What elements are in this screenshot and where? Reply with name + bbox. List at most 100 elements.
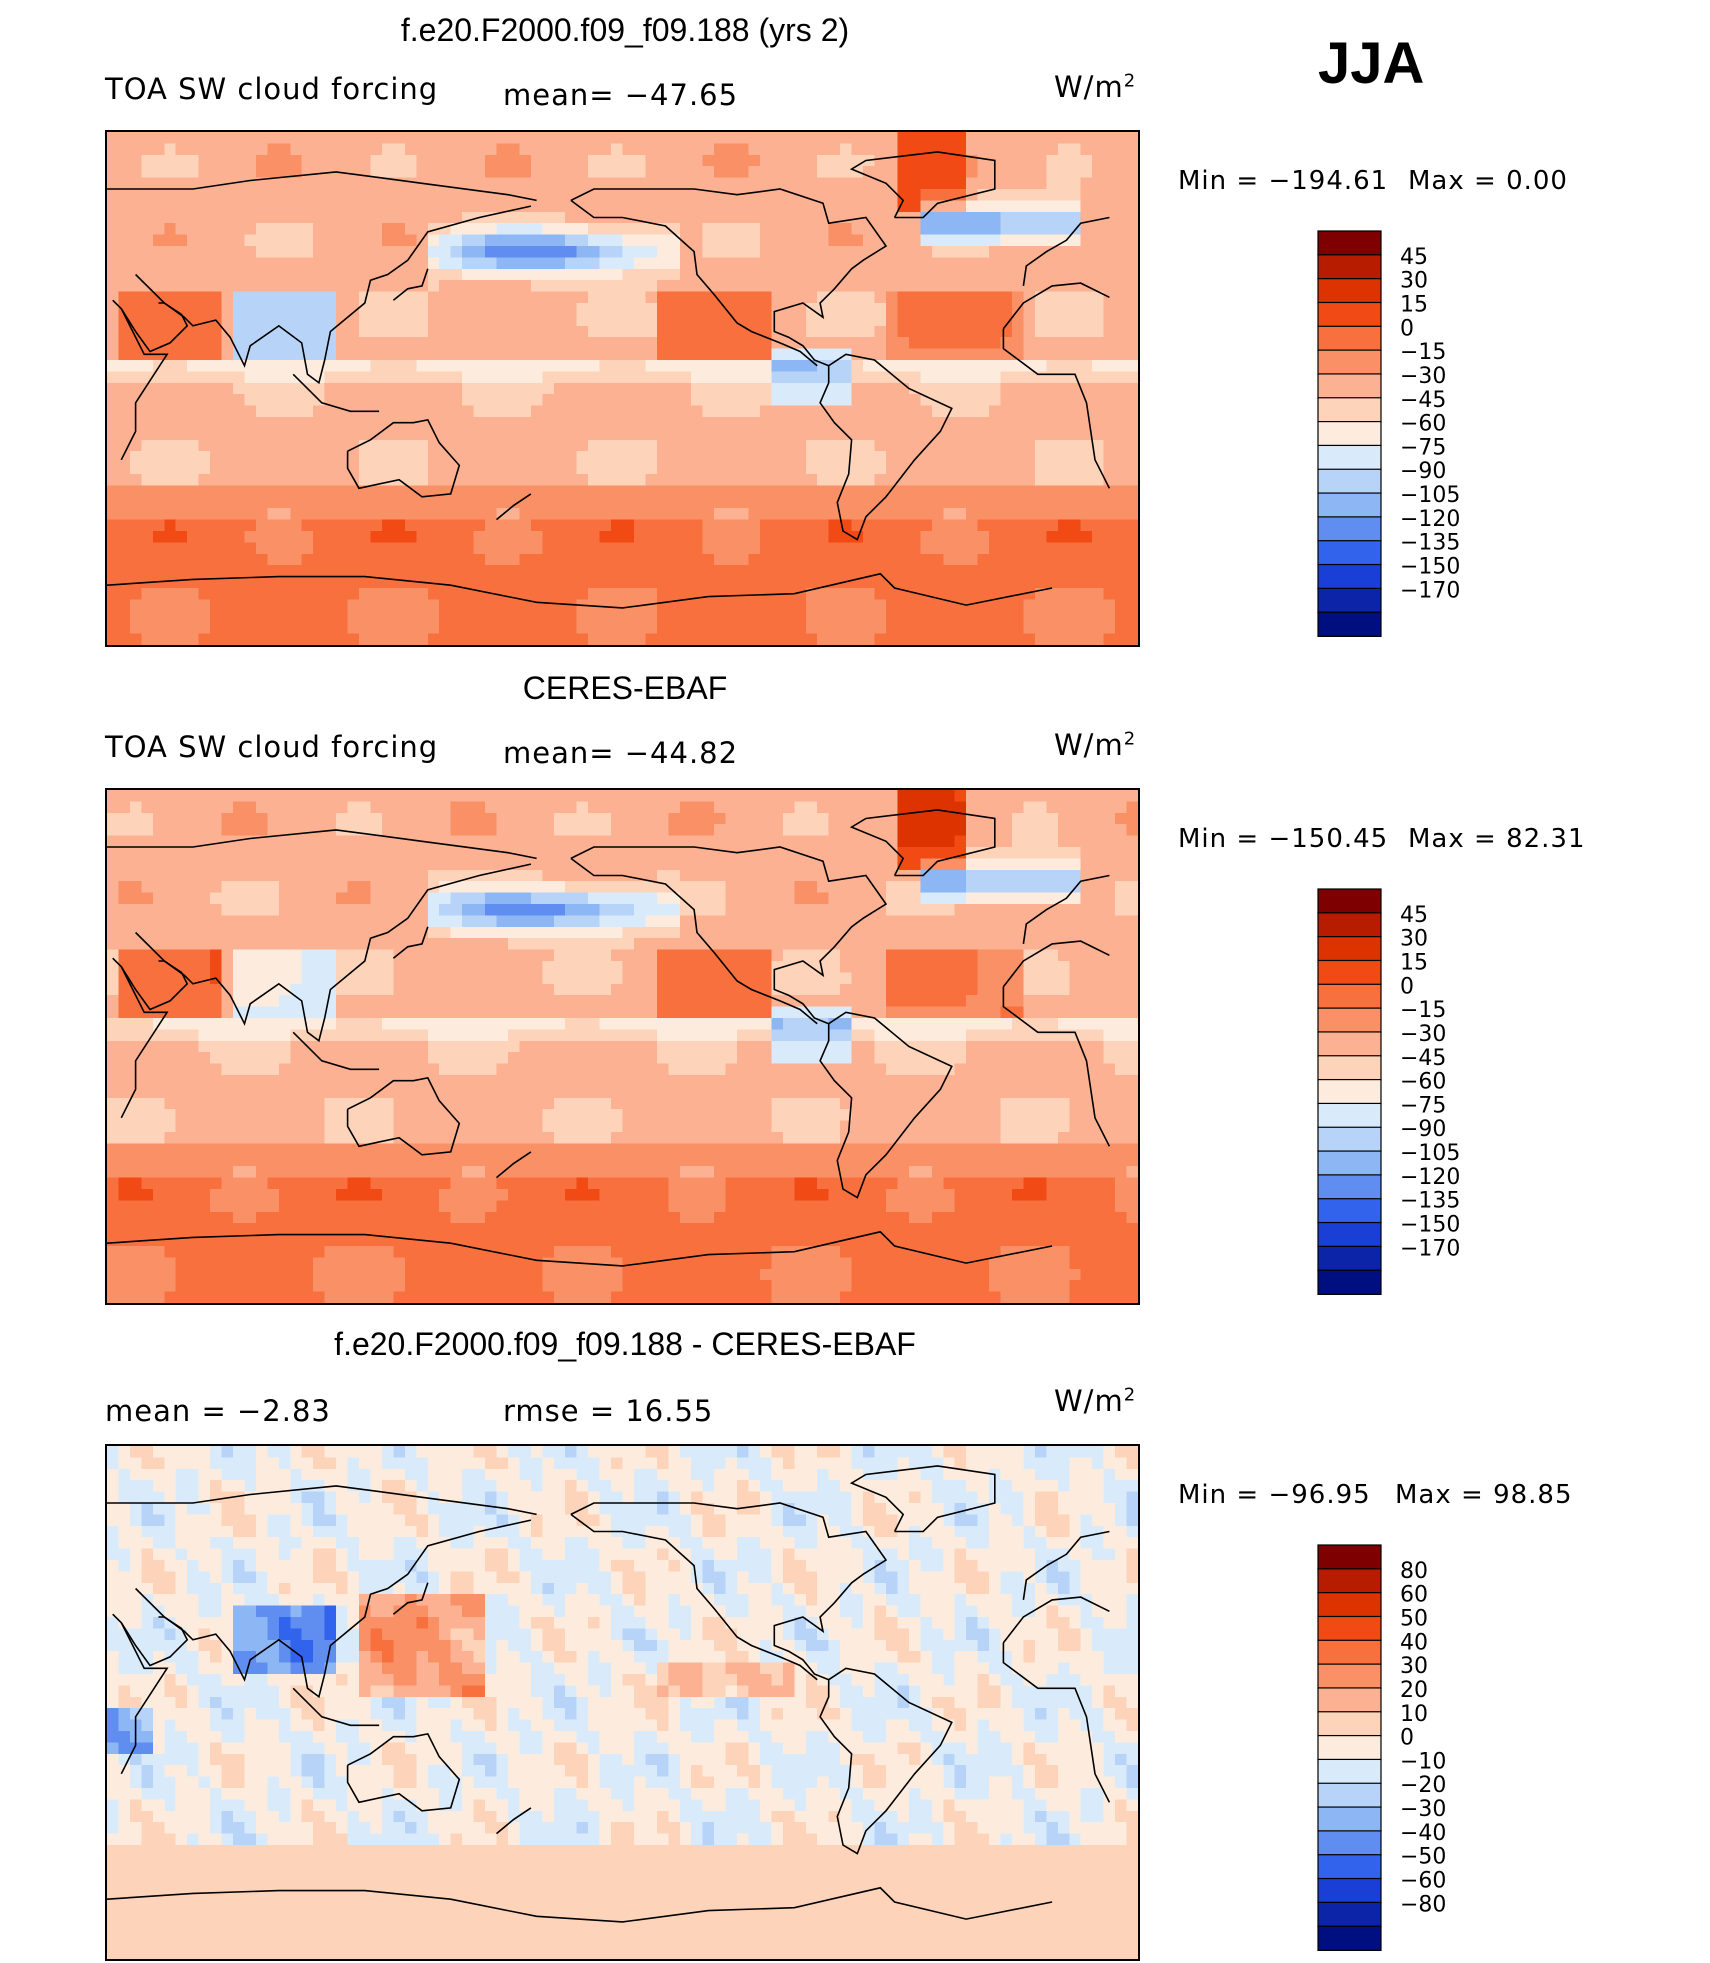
colorbar-swatch (1317, 468, 1382, 495)
coastlines (107, 1465, 1111, 1923)
colorbar-label: −150 (1400, 1213, 1460, 1238)
colorbar-label: −75 (1400, 435, 1446, 460)
colorbar-label: 15 (1400, 292, 1428, 317)
colorbar-swatch (1317, 349, 1382, 375)
colorbar-label: 10 (1400, 1702, 1428, 1727)
colorbar-swatch (1317, 1031, 1382, 1057)
colorbar-label: −170 (1400, 1236, 1460, 1261)
panel-3-title: f.e20.F2000.f09_f09.188 - CERES-EBAF (334, 1326, 916, 1362)
colorbar-swatch (1317, 888, 1382, 914)
colorbar-label: 0 (1400, 1726, 1414, 1751)
colorbar-swatch (1317, 1269, 1382, 1295)
colorbar-swatch (1317, 444, 1382, 471)
colorbar-label: −40 (1400, 1821, 1446, 1846)
panel-2-title: CERES-EBAF (522, 670, 728, 706)
colorbar-label: −135 (1400, 531, 1460, 556)
colorbar-swatch (1317, 1711, 1382, 1737)
colorbar-swatch (1317, 1102, 1382, 1129)
colorbar-swatch (1317, 1687, 1382, 1713)
colorbar-swatch (1317, 1925, 1382, 1951)
colorbar-label: −120 (1400, 1165, 1460, 1190)
panel-1-max-label: Max = 0.00 (1408, 166, 1568, 196)
colorbar-swatch (1317, 278, 1382, 304)
colorbar-swatch (1317, 373, 1382, 399)
colorbar-label: 40 (1400, 1630, 1428, 1655)
colorbar-label: −15 (1400, 340, 1446, 365)
colorbar-label: −30 (1400, 1022, 1446, 1047)
colorbar-swatch (1317, 1007, 1382, 1033)
coastlines (107, 809, 1111, 1267)
colorbar-swatch (1317, 301, 1382, 328)
colorbar-label: −30 (1400, 364, 1446, 389)
colorbar-swatch (1317, 1782, 1382, 1809)
colorbar-swatch (1317, 1198, 1382, 1224)
colorbar-label: 30 (1400, 269, 1428, 294)
colorbar-label: 50 (1400, 1606, 1428, 1631)
panel-3-map (105, 1444, 1140, 1961)
colorbar-swatch (1317, 936, 1382, 962)
colorbar-label: −45 (1400, 388, 1446, 413)
panel-3-min-label: Min = −96.95 (1178, 1480, 1371, 1510)
colorbar-label: 20 (1400, 1678, 1428, 1703)
colorbar-swatch (1317, 1830, 1382, 1856)
colorbar-swatch (1317, 516, 1382, 542)
colorbar-swatch (1317, 611, 1382, 637)
colorbar-swatch (1317, 230, 1382, 256)
contour-field (107, 790, 1138, 1303)
colorbar-label: −135 (1400, 1189, 1460, 1214)
colorbar-label: −45 (1400, 1046, 1446, 1071)
colorbar-label: −105 (1400, 1141, 1460, 1166)
colorbar-label: 0 (1400, 316, 1414, 341)
colorbar-swatch (1317, 420, 1382, 447)
contour-field (107, 1446, 1138, 1959)
colorbar-label: −30 (1400, 1797, 1446, 1822)
panel-3-units: W/m2 (1054, 1384, 1137, 1418)
colorbar-swatch (1317, 959, 1382, 986)
panel-1-variable-label: TOA SW cloud forcing (105, 72, 439, 106)
panel-2-mean-label: mean= −44.82 (503, 736, 739, 770)
panel-1-title: f.e20.F2000.f09_f09.188 (yrs 2) (400, 12, 850, 48)
panel-1-units: W/m2 (1054, 70, 1137, 104)
colorbar-swatch (1317, 1901, 1382, 1928)
colorbar-swatch (1317, 1544, 1382, 1570)
panel-2-colorbar: 45 30 15 0 −15 −30 −45 −60 −75 −90 −105 −120 −135 −15… (1317, 888, 1478, 1299)
colorbar-swatch (1317, 1663, 1382, 1689)
colorbar-label: 45 (1400, 245, 1428, 270)
panel-1-min-label: Min = −194.61 (1178, 166, 1389, 196)
colorbar-swatch (1317, 325, 1382, 352)
panel-1-map (105, 130, 1140, 647)
colorbar-swatch (1317, 1615, 1382, 1642)
colorbar-swatch (1317, 254, 1382, 280)
colorbar-swatch (1317, 1734, 1382, 1761)
panel-2-variable-label: TOA SW cloud forcing (105, 730, 439, 764)
panel-3-max-label: Max = 98.85 (1395, 1480, 1573, 1510)
colorbar-swatch (1317, 1854, 1382, 1880)
panel-3-rmse-label: rmse = 16.55 (503, 1394, 714, 1428)
colorbar-label: −90 (1400, 459, 1446, 484)
colorbar-label: 0 (1400, 974, 1414, 999)
coastlines (107, 151, 1111, 609)
colorbar-label: −60 (1400, 1070, 1446, 1095)
colorbar-label: −170 (1400, 578, 1460, 603)
contour-field (107, 132, 1138, 645)
colorbar-label: −90 (1400, 1117, 1446, 1142)
colorbar-label: 45 (1400, 903, 1428, 928)
colorbar-label: −10 (1400, 1749, 1446, 1774)
colorbar-swatch (1317, 1877, 1382, 1904)
panel-1-mean-label: mean= −47.65 (503, 78, 739, 112)
colorbar-label: −75 (1400, 1093, 1446, 1118)
colorbar-swatch (1317, 563, 1382, 590)
panel-2-map (105, 788, 1140, 1305)
colorbar-label: −50 (1400, 1845, 1446, 1870)
colorbar-swatch (1317, 1126, 1382, 1153)
colorbar-label: −60 (1400, 412, 1446, 437)
colorbar-swatch (1317, 912, 1382, 938)
colorbar-swatch (1317, 1150, 1382, 1176)
colorbar-label: −80 (1400, 1892, 1446, 1917)
panel-2-units: W/m2 (1054, 728, 1137, 762)
colorbar-swatch (1317, 1806, 1382, 1832)
colorbar-label: −60 (1400, 1869, 1446, 1894)
colorbar-swatch (1317, 492, 1382, 518)
colorbar-label: −105 (1400, 483, 1460, 508)
colorbar-swatch (1317, 587, 1382, 614)
